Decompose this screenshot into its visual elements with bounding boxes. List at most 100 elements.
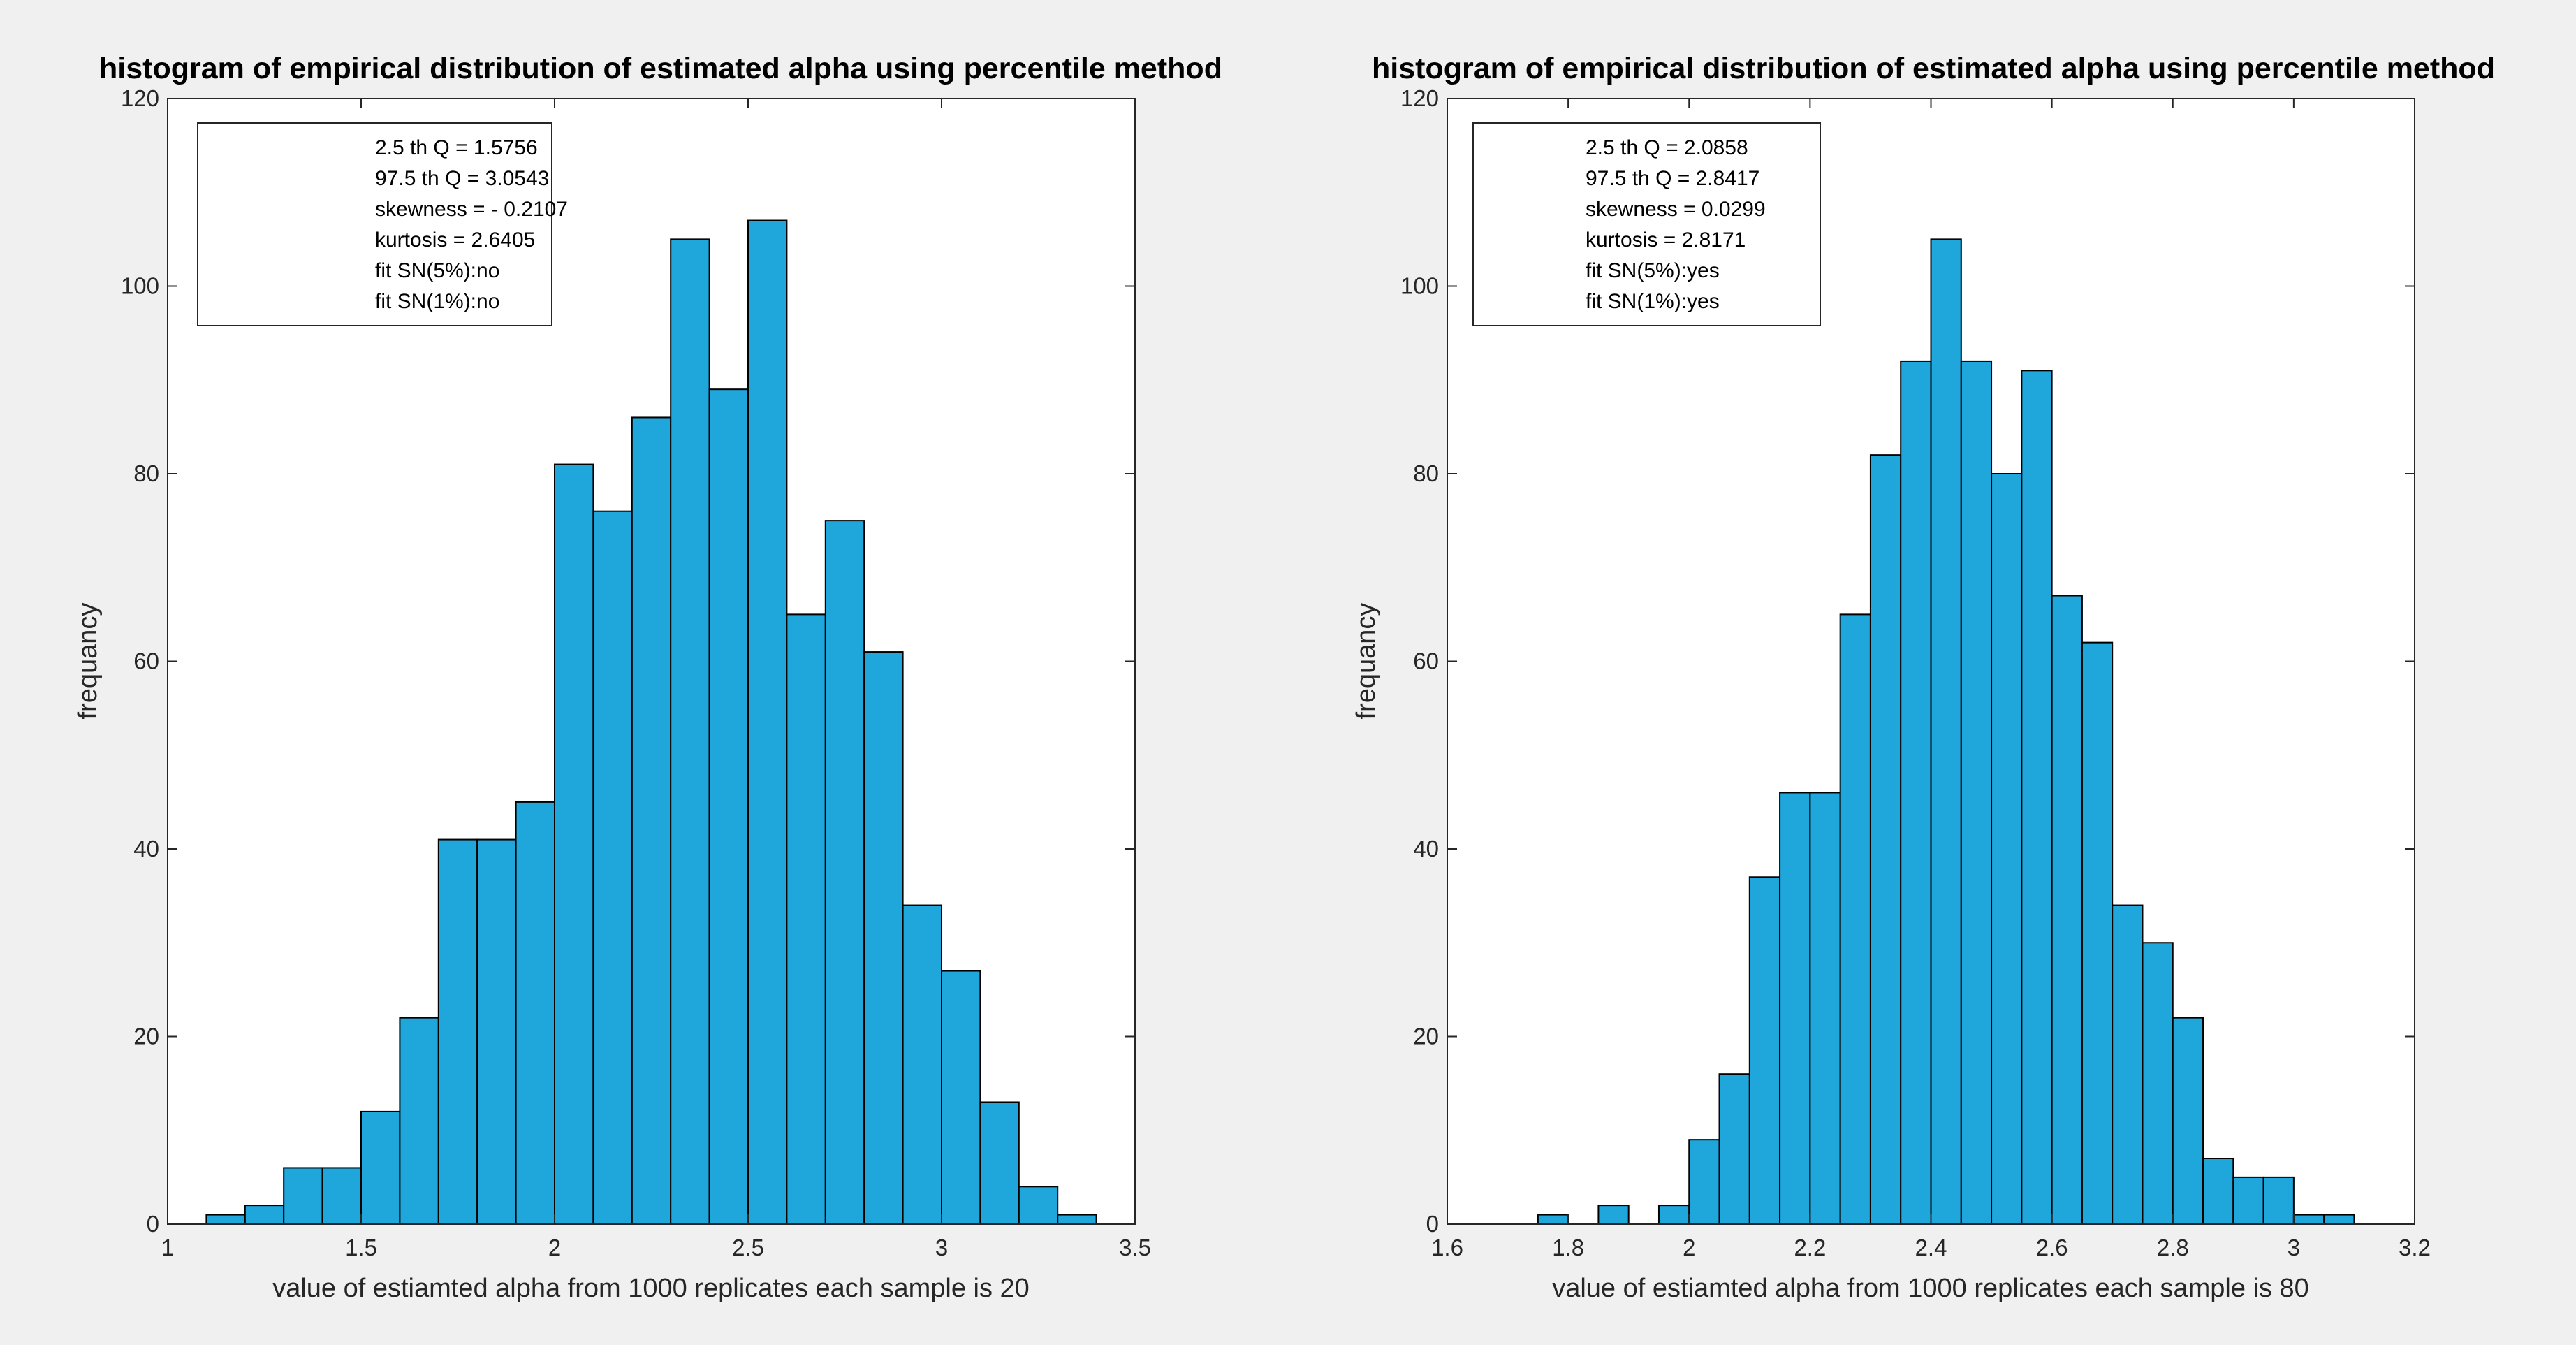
- histogram-bar: [631, 416, 672, 1226]
- y-axis-label: frequancy: [73, 603, 103, 720]
- legend-line: 2.5 th Q = 1.5756: [375, 136, 538, 159]
- histogram-bar: [360, 1110, 401, 1226]
- histogram-bar: [1657, 1205, 1690, 1226]
- histogram-bar: [1018, 1186, 1059, 1226]
- x-tick-label: 2.5: [732, 1235, 764, 1260]
- legend-line: 97.5 th Q = 2.8417: [1586, 167, 1759, 190]
- histogram-bar: [979, 1101, 1020, 1225]
- histogram-bar: [2142, 942, 2174, 1225]
- x-tick-label: 3.5: [1119, 1235, 1151, 1260]
- histogram-bars: [205, 219, 1097, 1226]
- histogram-bar: [747, 219, 788, 1225]
- chart-left: histogram of empirical distribution of e…: [73, 52, 1222, 1303]
- legend-line: skewness = 0.0299: [1586, 198, 1766, 221]
- legend-line: 97.5 th Q = 3.0543: [375, 167, 549, 190]
- y-tick-label: 0: [147, 1211, 159, 1237]
- histogram-bar: [554, 463, 594, 1226]
- y-tick-label: 80: [1413, 460, 1439, 486]
- y-tick-label: 100: [121, 273, 159, 299]
- legend-line: kurtosis = 2.8171: [1586, 228, 1746, 252]
- y-tick-label: 80: [133, 460, 159, 486]
- histogram-bar: [902, 904, 942, 1226]
- x-axis-ticks: 1 1.5 2 2.5 3 3.5: [161, 99, 1151, 1260]
- stats-legend: 2.5 th Q = 1.5756 97.5 th Q = 3.0543 skewn…: [197, 122, 568, 326]
- histogram-bar: [2262, 1176, 2295, 1225]
- histogram-bar: [2323, 1214, 2355, 1225]
- histogram-bar: [2081, 641, 2114, 1225]
- chart-right: histogram of empirical distribution of e…: [1352, 52, 2495, 1303]
- histogram-bar: [2292, 1214, 2325, 1225]
- histogram-bar: [824, 520, 865, 1225]
- histogram-bar: [205, 1214, 246, 1225]
- histogram-bar: [437, 838, 478, 1225]
- y-axis-ticks: 0 20 40 60 80 100 120: [1400, 85, 2415, 1237]
- x-tick-label: 2.8: [2157, 1235, 2189, 1260]
- stats-legend: 2.5 th Q = 2.0858 97.5 th Q = 2.8417 skewn…: [1472, 122, 1821, 326]
- histogram-bar: [708, 388, 749, 1225]
- legend-box: [1472, 122, 1821, 326]
- x-tick-label: 2.4: [1915, 1235, 1947, 1260]
- histogram-bar: [2172, 1017, 2204, 1226]
- x-axis-label: value of estiamted alpha from 1000 repli…: [1552, 1274, 2309, 1303]
- histogram-bar: [1869, 454, 1902, 1225]
- legend-line: fit SN(1%):yes: [1586, 290, 1720, 313]
- legend-line: kurtosis = 2.6405: [375, 228, 535, 252]
- histogram-bar: [1779, 792, 1811, 1225]
- histogram-bar: [1809, 792, 1841, 1225]
- x-axis-ticks: 1.6 1.8 2 2.2 2.4 2.6 2.8 3 3.2: [1431, 99, 2431, 1260]
- legend-line: fit SN(5%):no: [375, 259, 499, 282]
- legend-box: [197, 122, 552, 326]
- y-tick-label: 60: [1413, 648, 1439, 674]
- x-tick-label: 2.6: [2036, 1235, 2068, 1260]
- y-tick-label: 20: [1413, 1024, 1439, 1049]
- x-axis-label: value of estiamted alpha from 1000 repli…: [272, 1274, 1030, 1303]
- histogram-bar: [1537, 1214, 1569, 1225]
- chart-title: histogram of empirical distribution of e…: [1372, 52, 2495, 85]
- x-tick-label: 3: [935, 1235, 948, 1260]
- x-tick-label: 3.2: [2399, 1235, 2431, 1260]
- histogram-bar: [1748, 876, 1781, 1226]
- legend-lines: 2.5 th Q = 1.5756 97.5 th Q = 3.0543 skewn…: [375, 136, 568, 313]
- y-tick-label: 40: [133, 836, 159, 861]
- y-tick-label: 0: [1426, 1211, 1439, 1237]
- histogram-bar: [1718, 1073, 1750, 1225]
- x-tick-label: 2: [1683, 1235, 1695, 1260]
- histogram-bar: [244, 1205, 285, 1226]
- histogram-bar: [399, 1017, 439, 1226]
- histogram-bar: [863, 651, 904, 1225]
- y-tick-label: 40: [1413, 836, 1439, 861]
- histogram-bar: [2051, 595, 2083, 1225]
- histogram-bar: [2202, 1158, 2234, 1226]
- histogram-bar: [283, 1167, 323, 1225]
- legend-line: skewness = - 0.2107: [375, 198, 568, 221]
- x-tick-label: 2.2: [1794, 1235, 1826, 1260]
- histogram-bar: [1688, 1139, 1720, 1226]
- histogram-bar: [670, 238, 710, 1225]
- x-tick-label: 3: [2288, 1235, 2300, 1260]
- y-tick-label: 100: [1400, 273, 1439, 299]
- histogram-bar: [592, 510, 633, 1225]
- x-tick-label: 1.5: [345, 1235, 377, 1260]
- legend-lines: 2.5 th Q = 2.0858 97.5 th Q = 2.8417 skewn…: [1586, 136, 1766, 313]
- legend-line: fit SN(1%):no: [375, 290, 499, 313]
- histogram-bar: [515, 801, 555, 1225]
- y-tick-label: 20: [133, 1024, 159, 1049]
- histogram-bar: [1930, 238, 1962, 1225]
- y-tick-label: 60: [133, 648, 159, 674]
- y-axis-label: frequancy: [1352, 603, 1381, 720]
- histogram-bars: [1537, 238, 2355, 1226]
- histogram-bar: [941, 970, 981, 1226]
- histogram-bar: [1960, 360, 1993, 1225]
- histogram-bar: [2112, 904, 2144, 1226]
- legend-line: 2.5 th Q = 2.0858: [1586, 136, 1748, 159]
- y-tick-label: 120: [121, 85, 159, 111]
- histogram-bar: [786, 613, 826, 1225]
- histogram-bar: [476, 838, 517, 1225]
- histogram-bar: [1839, 613, 1871, 1225]
- x-tick-label: 1.8: [1552, 1235, 1584, 1260]
- histogram-bar: [321, 1167, 363, 1225]
- legend-line: fit SN(5%):yes: [1586, 259, 1720, 282]
- chart-title: histogram of empirical distribution of e…: [99, 52, 1222, 85]
- histogram-bar: [1900, 360, 1932, 1225]
